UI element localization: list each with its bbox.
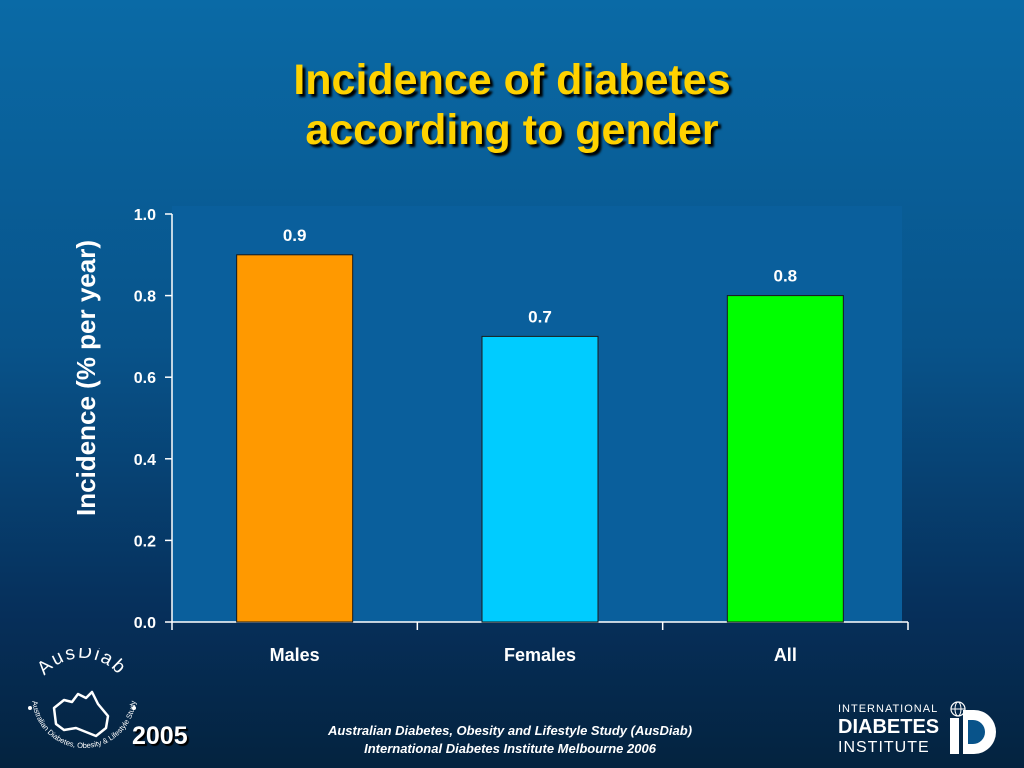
x-tick-label: Males: [270, 645, 320, 665]
year-label: 2005: [132, 722, 188, 750]
dot-icon: [28, 706, 32, 710]
bar-chart: 0.0 0.2 0.4 0.6 0.8 1.0 0.9 Males 0.7 Females 0.8 A…: [71, 206, 902, 665]
slide-title: Incidence of diabetes according to gende…: [0, 55, 1024, 155]
bar-males: [236, 254, 354, 623]
x-tick-label: Females: [504, 645, 576, 665]
dot-icon: [132, 706, 136, 710]
idi-d-icon: [950, 710, 996, 754]
svg-text:AusDiab: AusDiab: [33, 648, 131, 679]
footer: Australian Diabetes, Obesity and Lifesty…: [300, 722, 720, 758]
idi-logo-line-3: INSTITUTE: [838, 739, 930, 756]
y-tick-label: 0.2: [134, 533, 156, 550]
footer-line-2: International Diabetes Institute Melbour…: [364, 741, 656, 756]
y-tick-label: 0.6: [134, 370, 156, 387]
y-tick-label: 0.0: [134, 615, 156, 632]
y-axis-label: Incidence (% per year): [71, 240, 101, 516]
globe-icon: [950, 701, 966, 717]
ausdiab-logo-subtext: Australian Diabetes, Obesity & Lifestyle…: [30, 700, 138, 750]
footer-line-1: Australian Diabetes, Obesity and Lifesty…: [327, 723, 693, 738]
title-line-2: according to gender: [305, 106, 719, 154]
bar-females: [481, 335, 599, 623]
svg-text:Australian Diabetes, Obesity &: Australian Diabetes, Obesity & Lifestyle…: [30, 700, 138, 750]
data-label: 0.8: [774, 267, 798, 286]
bar-all: [726, 295, 844, 623]
data-label: 0.7: [528, 307, 552, 326]
idi-logo-line-2: DIABETES: [838, 716, 939, 738]
data-label: 0.9: [283, 226, 307, 245]
title-line-1: Incidence of diabetes: [293, 56, 731, 104]
y-tick-label: 0.8: [134, 289, 156, 306]
y-tick-label: 1.0: [134, 207, 156, 224]
idi-logo: INTERNATIONAL DIABETES INSTITUTE: [838, 701, 996, 756]
y-tick-label: 0.4: [134, 452, 156, 469]
australia-map-icon: [52, 690, 110, 738]
ausdiab-logo: AusDiab Australian Diabetes, Obesity & L…: [28, 648, 138, 750]
x-tick-label: All: [774, 645, 797, 665]
ausdiab-logo-text: AusDiab: [33, 648, 129, 679]
idi-logo-line-1: INTERNATIONAL: [838, 703, 938, 715]
